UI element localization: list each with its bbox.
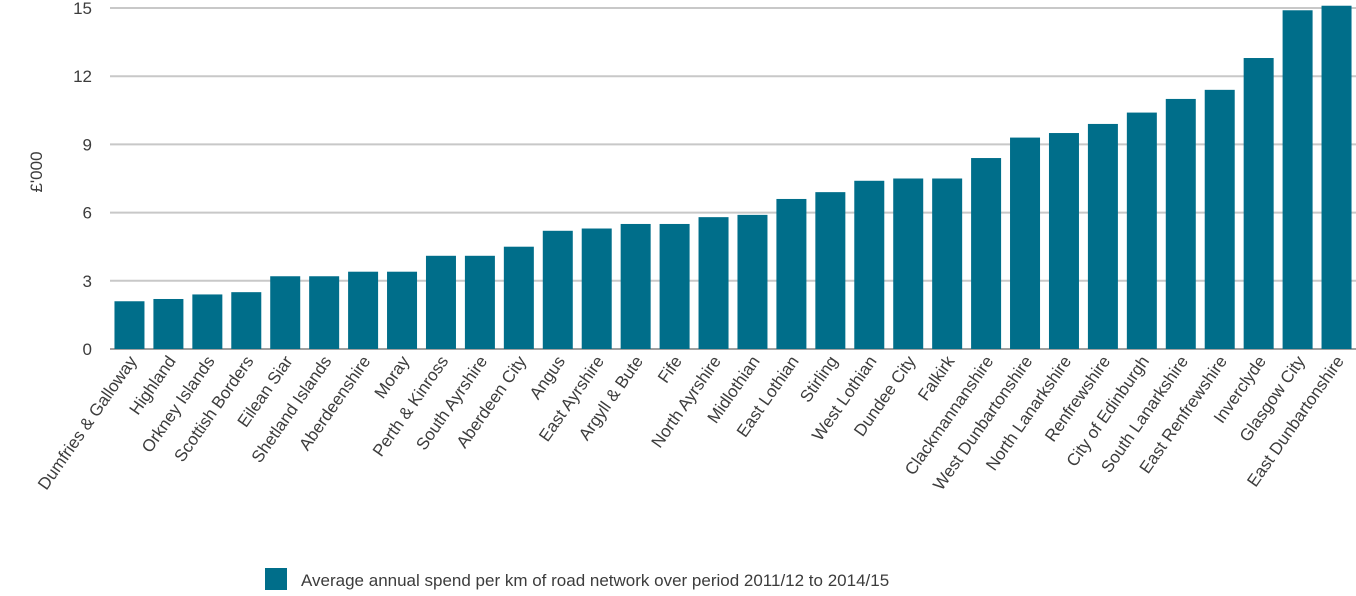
bar bbox=[893, 178, 924, 349]
bar bbox=[1204, 89, 1235, 349]
y-axis-label: £'000 bbox=[27, 151, 46, 192]
y-tick-label: 6 bbox=[83, 204, 92, 223]
bar bbox=[854, 180, 885, 349]
bar bbox=[309, 276, 340, 349]
bar bbox=[776, 198, 807, 349]
bar bbox=[387, 271, 418, 349]
bar bbox=[1282, 10, 1313, 349]
bar bbox=[153, 298, 184, 349]
bar bbox=[1243, 58, 1274, 349]
y-tick-label: 12 bbox=[73, 67, 92, 86]
bar bbox=[1126, 112, 1157, 349]
bar bbox=[348, 271, 379, 349]
bar bbox=[114, 301, 145, 349]
bar bbox=[1165, 98, 1196, 349]
bar bbox=[581, 228, 612, 349]
bar bbox=[425, 255, 456, 349]
legend: Average annual spend per km of road netw… bbox=[265, 568, 889, 590]
bar bbox=[1321, 5, 1352, 350]
bar bbox=[1010, 137, 1041, 349]
bar bbox=[464, 255, 495, 349]
bar bbox=[971, 158, 1002, 349]
bar bbox=[270, 276, 301, 349]
bar bbox=[542, 230, 573, 349]
bar bbox=[231, 292, 262, 349]
bar bbox=[698, 217, 729, 349]
legend-swatch bbox=[265, 568, 287, 590]
bar bbox=[659, 223, 690, 349]
y-tick-label: 3 bbox=[83, 272, 92, 291]
y-tick-label: 15 bbox=[73, 0, 92, 18]
bar bbox=[503, 246, 534, 349]
bar bbox=[620, 223, 651, 349]
bar bbox=[932, 178, 963, 349]
y-axis-ticks: 0 3 6 9 12 15 bbox=[73, 0, 92, 359]
y-tick-label: 0 bbox=[83, 340, 92, 359]
bar bbox=[192, 294, 223, 349]
bars bbox=[114, 5, 1352, 350]
bar bbox=[737, 214, 768, 349]
bar bbox=[1048, 133, 1079, 349]
x-tick-label: Fife bbox=[654, 352, 686, 386]
x-tick-label: Dumfries & Galloway bbox=[34, 352, 141, 493]
bar bbox=[1087, 123, 1118, 349]
bar bbox=[815, 192, 846, 349]
y-tick-label: 9 bbox=[83, 135, 92, 154]
legend-label: Average annual spend per km of road netw… bbox=[301, 571, 889, 590]
